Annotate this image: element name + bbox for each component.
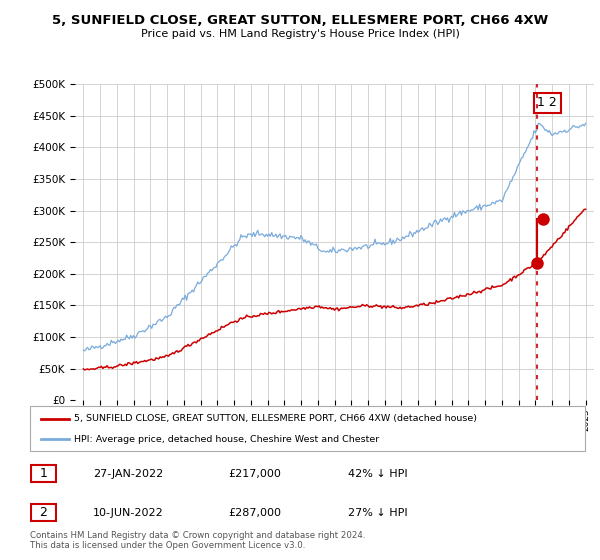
- Text: £217,000: £217,000: [228, 469, 281, 479]
- FancyBboxPatch shape: [31, 465, 56, 482]
- Text: Price paid vs. HM Land Registry's House Price Index (HPI): Price paid vs. HM Land Registry's House …: [140, 29, 460, 39]
- Text: Contains HM Land Registry data © Crown copyright and database right 2024.
This d: Contains HM Land Registry data © Crown c…: [30, 531, 365, 550]
- Text: 27% ↓ HPI: 27% ↓ HPI: [348, 508, 407, 518]
- Text: 10-JUN-2022: 10-JUN-2022: [93, 508, 164, 518]
- FancyBboxPatch shape: [30, 406, 585, 451]
- Text: 1 2: 1 2: [538, 96, 557, 110]
- Text: 1: 1: [40, 467, 47, 480]
- Text: 2: 2: [40, 506, 47, 520]
- Text: HPI: Average price, detached house, Cheshire West and Chester: HPI: Average price, detached house, Ches…: [74, 435, 380, 444]
- Text: 42% ↓ HPI: 42% ↓ HPI: [348, 469, 407, 479]
- Text: 5, SUNFIELD CLOSE, GREAT SUTTON, ELLESMERE PORT, CH66 4XW (detached house): 5, SUNFIELD CLOSE, GREAT SUTTON, ELLESME…: [74, 414, 478, 423]
- Text: 5, SUNFIELD CLOSE, GREAT SUTTON, ELLESMERE PORT, CH66 4XW: 5, SUNFIELD CLOSE, GREAT SUTTON, ELLESME…: [52, 14, 548, 27]
- FancyBboxPatch shape: [31, 505, 56, 521]
- Text: £287,000: £287,000: [228, 508, 281, 518]
- Text: 27-JAN-2022: 27-JAN-2022: [93, 469, 163, 479]
